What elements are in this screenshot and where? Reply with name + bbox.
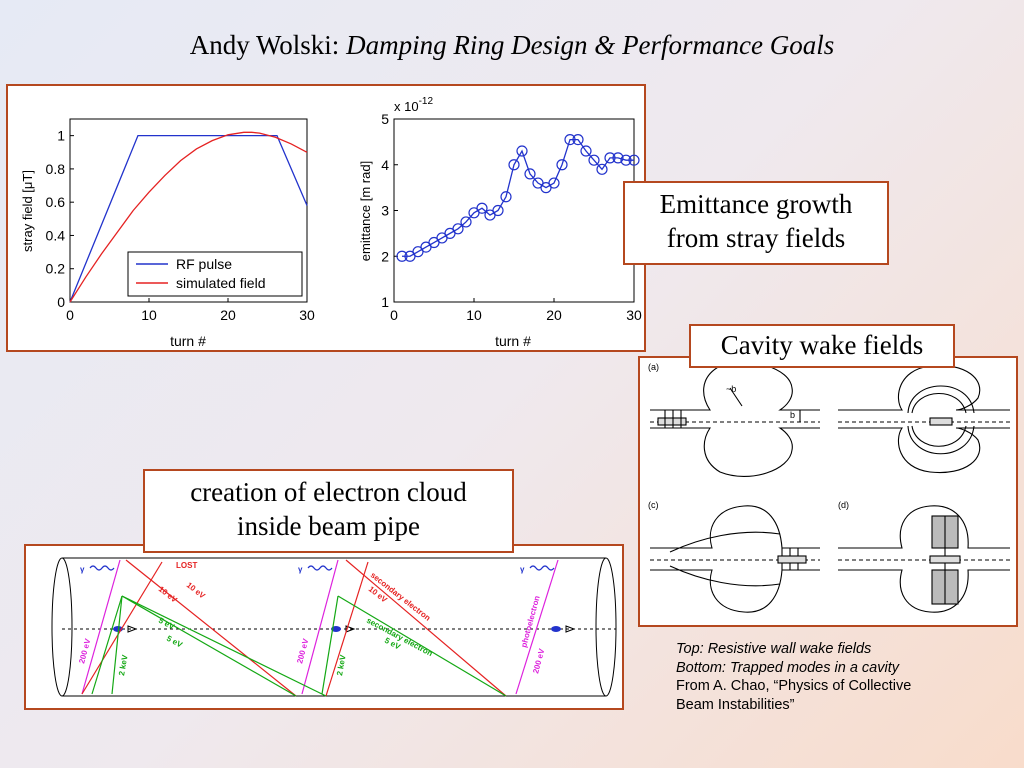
caption-line2: Bottom: Trapped modes in a cavity <box>676 659 899 676</box>
chart2-point-21 <box>564 133 576 146</box>
chart2-point-15 <box>516 145 528 157</box>
chart1-legend: RF pulse simulated field <box>127 251 303 297</box>
cavity-panel-c-label: (c) <box>648 500 659 510</box>
cavity-b-label: b <box>790 410 795 420</box>
chart1-ytick-label-5: 1 <box>57 128 65 144</box>
caption-line4: Beam Instabilities” <box>676 696 795 713</box>
chart2-point-23 <box>580 145 592 157</box>
chart2-ticks: 0 10 20 30 1 2 3 4 5 <box>381 111 642 323</box>
green-2kev-2: 2 keV <box>335 654 348 677</box>
chart2-xlabel: turn # <box>495 333 531 349</box>
chart2-point-19 <box>548 177 560 189</box>
chart2-point-22 <box>572 133 584 146</box>
chart2-multiplier: x 10-12 <box>394 96 433 114</box>
title-author: Andy Wolski: <box>189 30 340 60</box>
legend-simulated-field: simulated field <box>176 275 266 291</box>
emittance-growth-label: Emittance growth from stray fields <box>623 181 889 265</box>
chart2-point-29 <box>628 154 640 166</box>
cavity-caption: Top: Resistive wall wake fields Bottom: … <box>676 640 1021 714</box>
cavity-diagram-panel: (a) (c) (d) b ~b <box>638 356 1018 627</box>
chart1-ytick-label-4: 0.8 <box>46 161 66 177</box>
chart2-plot-area <box>393 118 635 303</box>
chart2-point-24 <box>588 154 600 166</box>
chart1-xtick-label-2: 20 <box>220 307 236 323</box>
electron-cloud-label: creation of electron cloud inside beam p… <box>143 469 514 553</box>
cavity-svg: (a) (c) (d) b ~b <box>648 361 1010 613</box>
emittance-growth-line1: Emittance growth <box>659 189 853 219</box>
electron-cloud-line1: creation of electron cloud <box>190 477 467 507</box>
chart2-xtick-label-1: 10 <box>466 307 482 323</box>
chart1-ticks: 0 10 20 30 0 0.2 0.4 0.6 0.8 1 <box>46 128 315 323</box>
chart1-xtick-label-1: 10 <box>141 307 157 323</box>
magenta-200ev-1: 200 eV <box>77 637 92 664</box>
caption-line3: From A. Chao, “Physics of Collective <box>676 678 912 695</box>
caption-line1: Top: Resistive wall wake fields <box>676 641 872 657</box>
chart2-point-13 <box>500 191 512 203</box>
chart2-ytick-label-0: 1 <box>381 294 389 310</box>
electron-cloud-panel: γ γ γ LOST 10 eV 10 eV 10 eV secondary e… <box>24 544 624 710</box>
chart2-point-27 <box>612 152 624 164</box>
lost-label: LOST <box>176 561 197 570</box>
chart2-point-12 <box>492 204 504 217</box>
chart2-ylabel: emittance [m rad] <box>358 161 373 261</box>
chart2-ytick-label-3: 4 <box>381 157 389 173</box>
gamma-2: γ <box>298 565 303 574</box>
green-5ev-2: 5 eV <box>165 634 184 650</box>
chart1-ylabel: stray field [μT] <box>20 170 35 252</box>
chart2-ytick-label-1: 2 <box>381 248 389 264</box>
gamma-1: γ <box>80 565 85 574</box>
chart2-series <box>396 133 640 262</box>
title-topic: Damping Ring Design & Performance Goals <box>346 30 835 60</box>
chart2-xtick-label-0: 0 <box>390 307 398 323</box>
gamma-3: γ <box>520 565 525 574</box>
chart2-point-7 <box>452 223 464 235</box>
red-10ev-2: 10 eV <box>157 584 180 604</box>
red-10ev-1: 10 eV <box>185 580 208 600</box>
chart2-xtick-label-3: 30 <box>626 307 642 323</box>
chart2-multiplier-base: x 10 <box>394 99 419 114</box>
legend-rf-pulse: RF pulse <box>176 256 232 272</box>
chart1-ytick-label-0: 0 <box>57 294 65 310</box>
chart1-xtick-label-0: 0 <box>66 307 74 323</box>
cavity-wake-text: Cavity wake fields <box>720 330 924 360</box>
chart2-point-10 <box>476 202 488 214</box>
chart1-ytick-label-2: 0.4 <box>46 227 66 243</box>
chart2-point-28 <box>620 154 632 166</box>
chart2-xtick-label-2: 20 <box>546 307 562 323</box>
electron-cloud-line2: inside beam pipe <box>237 510 420 541</box>
cavity-tilde-b-label: ~b <box>726 384 736 394</box>
chart2-multiplier-exponent: -12 <box>419 96 434 107</box>
magenta-200ev-2: 200 eV <box>295 637 310 664</box>
charts-panel: 0 10 20 30 0 0.2 0.4 0.6 0.8 1 stray field [μT] t… <box>6 84 646 352</box>
cavity-panel-a-label: (a) <box>648 362 659 372</box>
chart2-point-26 <box>604 152 616 164</box>
green-secondary: secondary electron <box>365 616 434 658</box>
chart1-xtick-label-3: 30 <box>299 307 315 323</box>
chart1-ytick-label-3: 0.6 <box>46 194 66 210</box>
chart1-xlabel: turn # <box>170 333 206 349</box>
chart2-point-8 <box>460 216 472 228</box>
chart1-ytick-label-1: 0.2 <box>46 261 66 277</box>
chart2-point-25 <box>596 163 608 175</box>
chart1-series-0-line <box>69 134 308 303</box>
emittance-growth-line2: from stray fields <box>666 222 846 253</box>
chart1-series-1-line <box>69 131 308 303</box>
chart2-ytick-label-4: 5 <box>381 111 389 127</box>
page-title: Andy Wolski: Damping Ring Design & Perfo… <box>0 30 1024 61</box>
chart2-point-16 <box>524 168 536 180</box>
chart2-point-0 <box>396 250 408 262</box>
cavity-wake-label: Cavity wake fields <box>689 324 955 368</box>
magenta-200ev-3: 200 eV <box>531 647 546 674</box>
green-2kev-1: 2 keV <box>117 654 130 677</box>
chart2-ytick-label-2: 3 <box>381 203 389 219</box>
chart2-series-0-line <box>402 138 634 257</box>
chart1-series <box>69 131 308 303</box>
chart2-point-14 <box>508 159 520 171</box>
chart2-point-20 <box>556 159 568 171</box>
electron-cloud-svg: γ γ γ LOST 10 eV 10 eV 10 eV secondary e… <box>51 557 617 697</box>
cavity-panel-d-label: (d) <box>838 500 849 510</box>
